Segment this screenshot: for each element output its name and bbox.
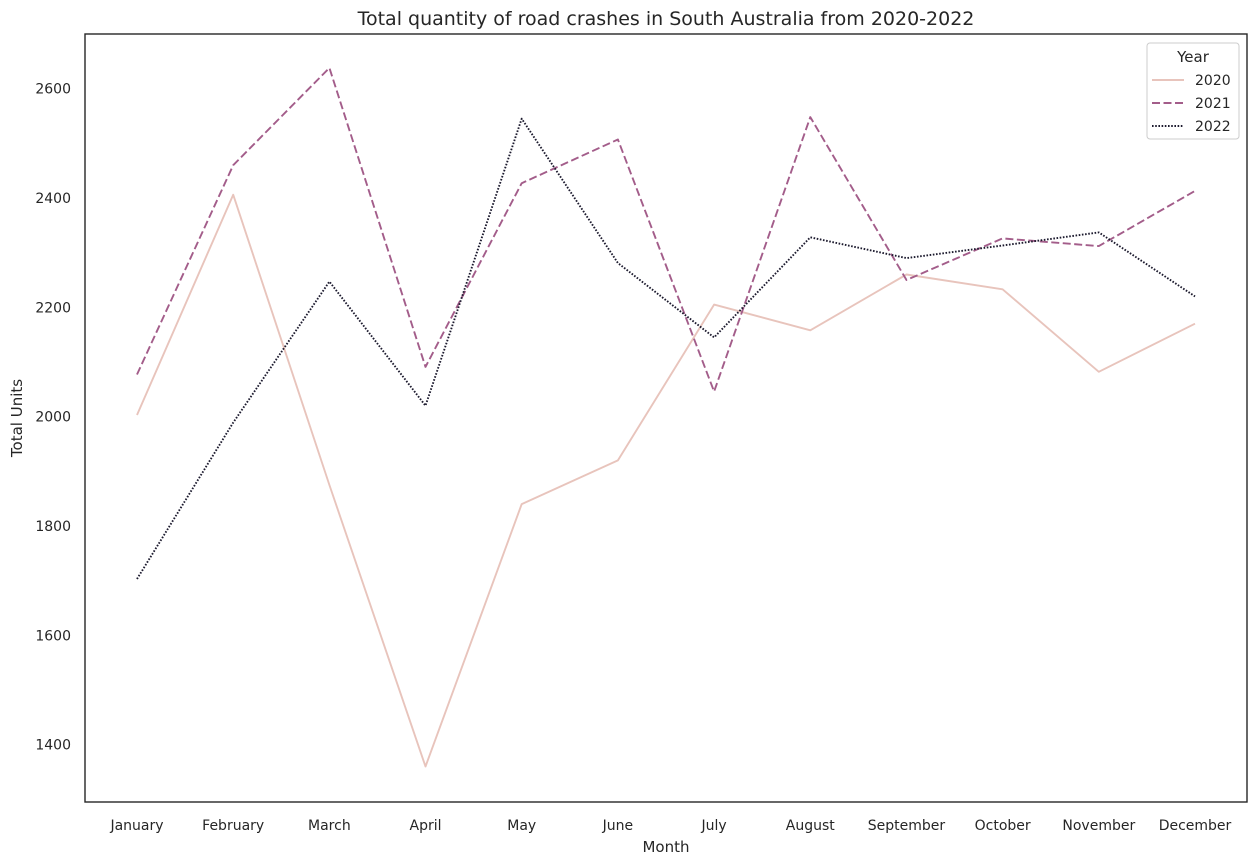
y-tick-label: 2200 — [35, 300, 71, 316]
y-tick-label: 1600 — [35, 628, 71, 644]
legend-entry-label: 2021 — [1195, 96, 1231, 112]
series-line-2022 — [136, 117, 1196, 580]
x-tick-label: March — [308, 818, 351, 834]
x-tick-label: June — [602, 818, 634, 834]
x-tick-label: August — [786, 818, 836, 834]
y-tick-label: 2000 — [35, 410, 71, 426]
y-axis-ticks: 1400 1600 1800 2000 2200 2400 2600 — [35, 82, 71, 754]
x-axis-label: Month — [642, 838, 689, 856]
chart-title: Total quantity of road crashes in South … — [357, 8, 975, 30]
y-tick-label: 2400 — [35, 191, 71, 207]
y-axis-label: Total Units — [8, 379, 26, 458]
x-axis-ticks: January February March April May June July Augu… — [109, 818, 1231, 834]
x-tick-label: November — [1062, 818, 1135, 834]
x-tick-label: April — [410, 818, 442, 834]
plot-frame — [84, 33, 1248, 803]
x-tick-label: July — [700, 818, 726, 834]
legend-entry-label: 2022 — [1195, 119, 1231, 135]
y-tick-label: 2600 — [35, 82, 71, 98]
x-tick-label: September — [868, 818, 946, 834]
legend-entry-label: 2020 — [1195, 73, 1231, 89]
legend-box — [1146, 42, 1240, 140]
y-tick-label: 1400 — [35, 738, 71, 754]
x-tick-label: January — [109, 818, 163, 834]
x-tick-label: February — [202, 818, 264, 834]
x-tick-label: May — [507, 818, 536, 834]
legend-title: Year — [1176, 48, 1210, 66]
y-tick-label: 1800 — [35, 519, 71, 535]
legend-items: 2020 2021 2022 — [1152, 73, 1231, 135]
x-tick-label: October — [975, 818, 1031, 834]
plot-area — [136, 66, 1196, 768]
legend: Year 2020 2021 2022 — [1146, 42, 1240, 140]
series-line-2021 — [136, 66, 1196, 393]
series-line-2020 — [136, 193, 1196, 768]
x-tick-label: December — [1159, 818, 1232, 834]
